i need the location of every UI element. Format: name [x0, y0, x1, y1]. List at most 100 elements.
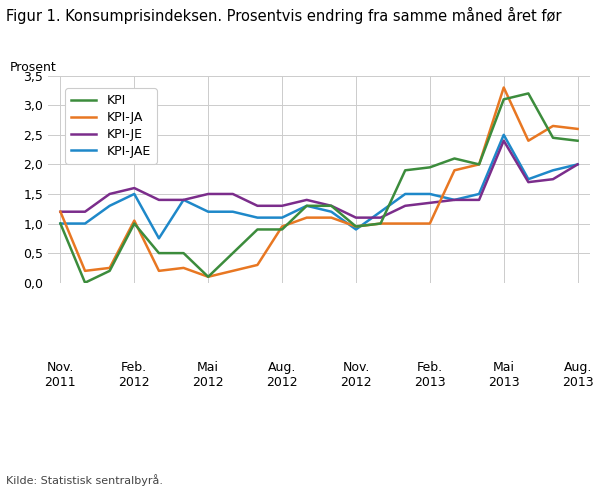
KPI-JAE	[229, 209, 237, 215]
KPI-JE	[525, 179, 532, 185]
KPI	[426, 164, 434, 170]
KPI-JE	[180, 197, 187, 203]
KPI-JAE	[550, 167, 557, 173]
KPI	[106, 268, 113, 274]
KPI	[377, 221, 384, 226]
KPI-JE	[475, 197, 483, 203]
Text: Nov.
2012: Nov. 2012	[340, 361, 371, 389]
KPI-JE	[57, 209, 64, 215]
KPI-JAE	[156, 235, 163, 241]
KPI	[156, 250, 163, 256]
KPI-JAE	[106, 203, 113, 209]
KPI-JE	[451, 197, 458, 203]
KPI-JE	[303, 197, 310, 203]
KPI-JAE	[328, 209, 335, 215]
KPI-JE	[229, 191, 237, 197]
KPI-JA	[353, 224, 360, 229]
KPI-JA	[156, 268, 163, 274]
KPI-JAE	[254, 215, 261, 221]
Line: KPI-JE: KPI-JE	[60, 141, 578, 218]
KPI-JE	[254, 203, 261, 209]
KPI	[303, 203, 310, 209]
KPI-JE	[574, 162, 581, 167]
Text: Mai
2013: Mai 2013	[488, 361, 520, 389]
Legend: KPI, KPI-JA, KPI-JE, KPI-JAE: KPI, KPI-JA, KPI-JE, KPI-JAE	[65, 88, 157, 164]
KPI-JA	[550, 123, 557, 129]
KPI	[328, 203, 335, 209]
KPI-JAE	[57, 221, 64, 226]
KPI	[451, 156, 458, 162]
KPI-JE	[426, 200, 434, 206]
KPI	[500, 97, 508, 102]
KPI-JA	[57, 209, 64, 215]
KPI-JAE	[426, 191, 434, 197]
KPI-JE	[106, 191, 113, 197]
KPI	[550, 135, 557, 141]
KPI-JE	[401, 203, 409, 209]
KPI	[229, 250, 237, 256]
KPI-JA	[131, 218, 138, 224]
KPI-JA	[401, 221, 409, 226]
KPI	[525, 90, 532, 96]
Text: Mai
2012: Mai 2012	[192, 361, 224, 389]
KPI	[81, 280, 88, 285]
KPI-JA	[106, 265, 113, 271]
Text: Nov.
2011: Nov. 2011	[45, 361, 76, 389]
Text: Kilde: Statistisk sentralbyrå.: Kilde: Statistisk sentralbyrå.	[6, 474, 163, 486]
KPI-JAE	[500, 132, 508, 138]
KPI-JE	[500, 138, 508, 143]
Text: Feb.
2013: Feb. 2013	[414, 361, 446, 389]
KPI-JA	[475, 162, 483, 167]
KPI-JA	[278, 224, 285, 229]
KPI	[475, 162, 483, 167]
KPI-JE	[156, 197, 163, 203]
KPI-JAE	[353, 226, 360, 232]
KPI-JE	[550, 176, 557, 182]
Line: KPI-JAE: KPI-JAE	[60, 135, 578, 238]
KPI	[180, 250, 187, 256]
KPI	[204, 274, 212, 280]
KPI-JA	[204, 274, 212, 280]
KPI	[57, 221, 64, 226]
KPI-JA	[180, 265, 187, 271]
KPI-JA	[377, 221, 384, 226]
KPI-JAE	[574, 162, 581, 167]
Text: Feb.
2012: Feb. 2012	[118, 361, 150, 389]
KPI-JAE	[131, 191, 138, 197]
KPI-JE	[131, 185, 138, 191]
KPI-JA	[451, 167, 458, 173]
KPI	[254, 226, 261, 232]
Text: Prosent: Prosent	[10, 61, 57, 74]
Line: KPI-JA: KPI-JA	[60, 87, 578, 277]
KPI-JAE	[401, 191, 409, 197]
KPI-JA	[254, 262, 261, 268]
KPI	[278, 226, 285, 232]
KPI-JA	[229, 268, 237, 274]
KPI-JE	[81, 209, 88, 215]
KPI-JAE	[451, 197, 458, 203]
KPI-JA	[303, 215, 310, 221]
KPI-JAE	[204, 209, 212, 215]
KPI	[131, 221, 138, 226]
KPI-JA	[500, 84, 508, 90]
Text: Figur 1. Konsumprisindeksen. Prosentvis endring fra samme måned året før: Figur 1. Konsumprisindeksen. Prosentvis …	[6, 7, 562, 24]
Text: Aug.
2013: Aug. 2013	[562, 361, 594, 389]
KPI-JAE	[377, 209, 384, 215]
KPI-JE	[328, 203, 335, 209]
KPI-JE	[204, 191, 212, 197]
Line: KPI: KPI	[60, 93, 578, 283]
KPI	[353, 224, 360, 229]
KPI-JA	[525, 138, 532, 143]
KPI-JE	[353, 215, 360, 221]
KPI-JAE	[180, 197, 187, 203]
KPI-JE	[278, 203, 285, 209]
KPI-JAE	[303, 203, 310, 209]
KPI-JA	[328, 215, 335, 221]
KPI-JAE	[525, 176, 532, 182]
KPI-JA	[81, 268, 88, 274]
KPI	[574, 138, 581, 143]
KPI-JAE	[278, 215, 285, 221]
KPI-JAE	[81, 221, 88, 226]
Text: Aug.
2012: Aug. 2012	[266, 361, 298, 389]
KPI-JE	[377, 215, 384, 221]
